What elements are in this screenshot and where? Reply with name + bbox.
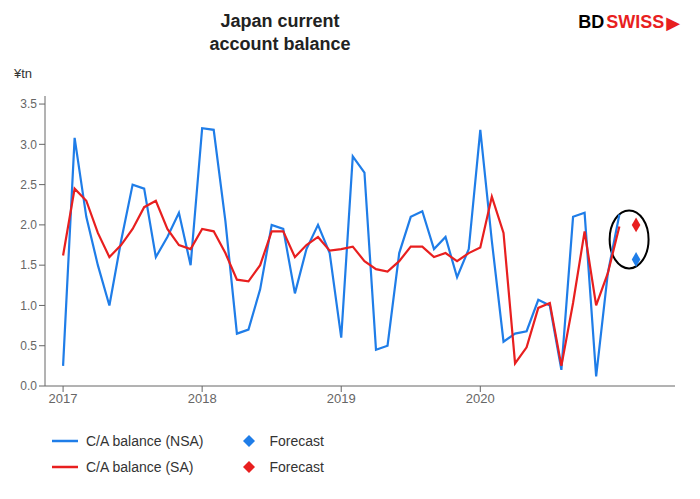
svg-text:2018: 2018 [188,391,217,406]
html-text:C/A balance (NSA): C/A balance (NSA) [86,433,204,449]
svg-text:0.0: 0.0 [20,379,37,393]
svg-text:2.5: 2.5 [20,178,37,192]
html-text:Japan current: Japan current [220,11,340,31]
svg-text:1.5: 1.5 [20,258,37,272]
html-text:account balance: account balance [209,34,351,54]
html-text:BD SWISS ▶: BD SWISS ▶ [578,12,680,33]
svg-text:2020: 2020 [466,391,495,406]
svg-text:2017: 2017 [49,391,78,406]
svg-text:1.0: 1.0 [20,299,37,313]
html-text:C/A balance (SA): C/A balance (SA) [86,459,194,475]
svg-text:3.5: 3.5 [20,97,37,111]
html-text:Forecast: Forecast [269,433,324,449]
html-text:Forecast: Forecast [269,459,324,475]
svg-text:2019: 2019 [327,391,356,406]
svg-text:0.5: 0.5 [20,339,37,353]
html-text:¥tn: ¥tn [14,66,33,81]
svg-text:2.0: 2.0 [20,218,37,232]
svg-text:3.0: 3.0 [20,138,37,152]
